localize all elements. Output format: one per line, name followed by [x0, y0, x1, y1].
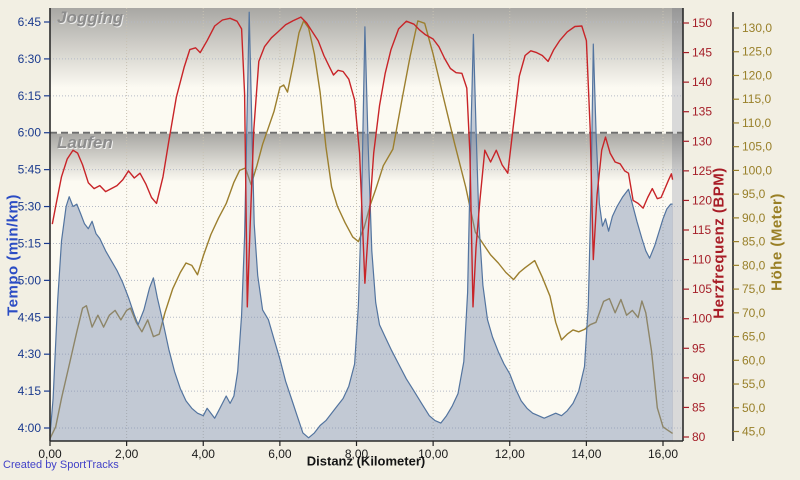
distance-tick-label: 0,00: [38, 447, 62, 461]
distance-tick-label: 12,00: [495, 447, 525, 461]
elevation-tick-label: 45,0: [742, 425, 766, 439]
elevation-tick-label: 85,0: [742, 235, 766, 249]
bpm-tick-label: 90: [692, 371, 706, 385]
bpm-tick-label: 145: [692, 46, 712, 60]
elevation-axis-title: Höhe (Meter): [768, 193, 786, 291]
elevation-tick-label: 115,0: [742, 92, 771, 106]
pace-zone-label-jogging: Jogging: [57, 8, 124, 27]
bpm-tick-label: 130: [692, 134, 712, 148]
bpm-tick-label: 100: [692, 312, 712, 326]
elevation-tick-label: 75,0: [742, 282, 766, 296]
bpm-tick-label: 110: [692, 253, 711, 267]
bpm-tick-label: 80: [692, 430, 706, 444]
elevation-tick-label: 110,0: [742, 116, 771, 130]
bpm-tick-label: 150: [692, 16, 712, 30]
elevation-tick-label: 80,0: [742, 258, 766, 272]
bpm-tick-label: 115: [692, 223, 711, 237]
elevation-tick-label: 105,0: [742, 140, 772, 154]
elevation-tick-label: 95,0: [742, 187, 766, 201]
tempo-tick-label: 6:30: [18, 52, 42, 66]
distance-tick-label: 4,00: [192, 447, 216, 461]
elevation-tick-label: 50,0: [742, 401, 766, 415]
distance-axis-title: Distanz (Kilometer): [306, 453, 426, 469]
distance-tick-label: 16,00: [648, 447, 678, 461]
bpm-tick-label: 135: [692, 105, 712, 119]
elevation-tick-label: 125,0: [742, 45, 772, 59]
tempo-tick-label: 4:00: [18, 421, 42, 435]
tempo-tick-label: 4:30: [18, 347, 42, 361]
elevation-tick-label: 90,0: [742, 211, 766, 225]
elevation-tick-label: 65,0: [742, 330, 766, 344]
elevation-tick-label: 70,0: [742, 306, 766, 320]
tempo-tick-label: 6:00: [18, 126, 42, 140]
elevation-tick-label: 55,0: [742, 377, 766, 391]
distance-tick-label: 2,00: [115, 447, 139, 461]
tempo-tick-label: 5:30: [18, 200, 42, 214]
tempo-axis-title: Tempo (min/km): [4, 194, 22, 316]
heartrate-axis-title: Herzfrequenz (BPM): [710, 167, 728, 319]
tempo-tick-label: 4:45: [18, 310, 42, 324]
bpm-tick-label: 95: [692, 341, 706, 355]
pace-zone-label-laufen: Laufen: [57, 133, 113, 152]
pace-line: [49, 11, 673, 439]
tempo-tick-label: 5:45: [18, 163, 42, 177]
distance-tick-label: 6,00: [268, 447, 292, 461]
distance-tick-label: 14,00: [571, 447, 601, 461]
bpm-tick-label: 140: [692, 75, 712, 89]
elevation-line: [49, 20, 673, 439]
distance-tick-label: 10,00: [418, 447, 448, 461]
sporttracks-watermark: Created by SportTracks: [3, 459, 119, 471]
elevation-tick-label: 120,0: [742, 68, 772, 82]
bpm-tick-label: 85: [692, 400, 706, 414]
bpm-tick-label: 125: [692, 164, 712, 178]
distance-tick-label: 8,00: [345, 447, 369, 461]
elevation-tick-label: 100,0: [742, 163, 772, 177]
elevation-tick-label: 130,0: [742, 21, 772, 35]
bpm-tick-label: 105: [692, 282, 712, 296]
tempo-tick-label: 5:15: [18, 236, 42, 250]
elevation-tick-label: 60,0: [742, 353, 766, 367]
heartrate-line: [51, 16, 674, 308]
tempo-tick-label: 6:15: [18, 89, 42, 103]
tempo-tick-label: 5:00: [18, 273, 42, 287]
bpm-tick-label: 120: [692, 193, 712, 207]
tempo-tick-label: 4:15: [18, 384, 42, 398]
tempo-tick-label: 6:45: [18, 15, 42, 29]
